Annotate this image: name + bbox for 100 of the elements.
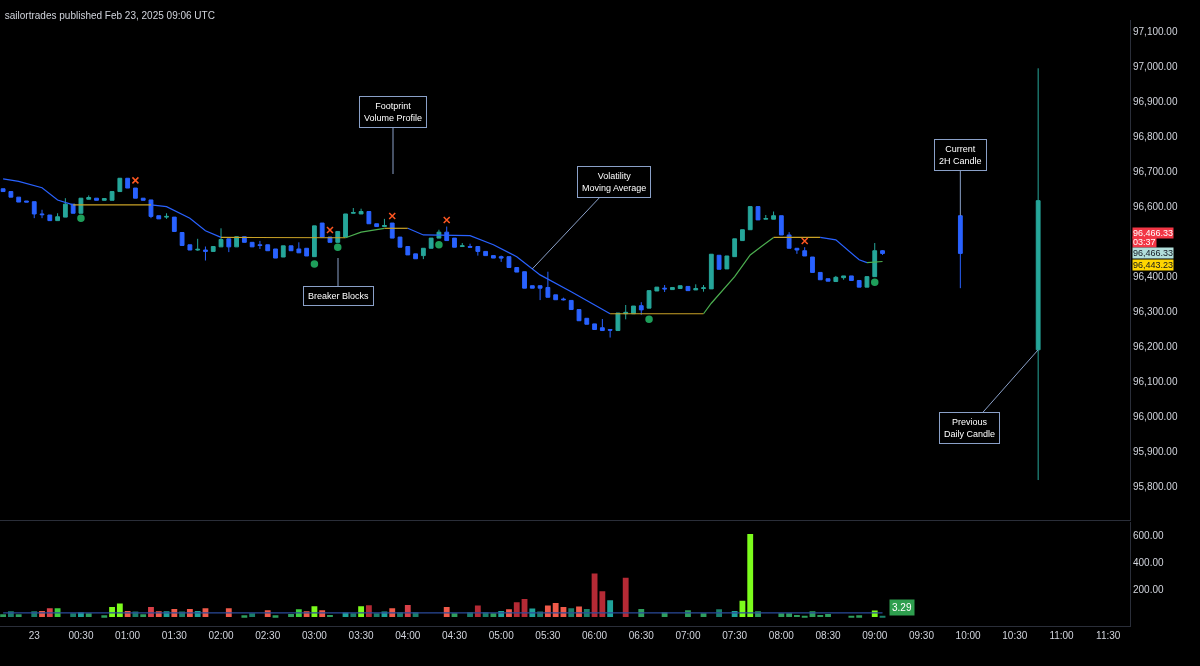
candlestick	[420, 247, 426, 260]
candlestick	[841, 275, 847, 281]
candlestick	[740, 229, 745, 242]
point	[645, 315, 653, 324]
candlestick	[413, 253, 418, 260]
candlestick	[638, 301, 644, 316]
candlestick	[350, 207, 356, 214]
candlestick	[288, 245, 294, 252]
candlestick	[296, 241, 302, 254]
candlestick	[607, 328, 613, 339]
bar	[817, 614, 824, 617]
x-tick-label: 10:30	[1002, 630, 1028, 641]
candlestick	[389, 222, 395, 239]
candlestick	[763, 214, 769, 220]
candlestick	[101, 198, 107, 201]
candlestick	[522, 271, 527, 289]
annotation: 3.29	[892, 602, 912, 613]
bar	[599, 591, 606, 617]
candlestick	[358, 208, 364, 215]
annotation: Current 2H Candle	[939, 144, 982, 166]
y-tick-label: 96,800.00	[1133, 131, 1178, 143]
x-tick-label: 09:30	[908, 630, 935, 641]
x-tick-label: 03:00	[301, 630, 328, 641]
bar	[622, 577, 629, 617]
chart-title: sailortrades published Feb 23, 2025 09:06 UTC	[4, 10, 215, 21]
x-tick-label: 04:30	[441, 630, 468, 641]
candlestick	[545, 271, 551, 298]
text: 03:37	[1133, 237, 1156, 247]
candlestick	[257, 240, 263, 250]
bar	[0, 614, 7, 617]
candlestick	[701, 284, 706, 293]
candlestick	[164, 212, 169, 220]
candlestick	[615, 312, 621, 332]
y-tick-label: 97,100.00	[1133, 26, 1178, 38]
candlestick	[475, 246, 481, 257]
text: 96,443.23	[1133, 260, 1174, 270]
candlestick	[47, 214, 53, 222]
candlestick	[374, 223, 380, 228]
candlestick	[483, 250, 489, 257]
text: 96,466.33	[1133, 248, 1174, 258]
point	[334, 243, 342, 251]
text: 96,466.33	[1133, 228, 1174, 238]
candlestick	[498, 255, 504, 263]
annotation: Volatility Moving Average	[582, 171, 647, 193]
x-tick-label: 08:00	[768, 630, 795, 641]
candlestick	[226, 238, 232, 253]
candlestick	[833, 275, 839, 283]
x-tick-label: 11:30	[1096, 630, 1121, 641]
candlestick	[576, 309, 582, 322]
candlestick	[273, 248, 278, 259]
candlestick	[654, 286, 660, 292]
bar	[825, 613, 831, 617]
x-tick-label: 07:30	[722, 630, 748, 641]
y-tick-label: 96,900.00	[1133, 96, 1178, 108]
candlestick	[491, 255, 496, 259]
candlestick	[459, 242, 465, 248]
x-tick-label: 02:00	[208, 630, 234, 641]
y-tick-label: 95,800.00	[1133, 481, 1178, 493]
candlestick	[856, 279, 862, 288]
candlestick	[86, 194, 92, 200]
candlestick	[825, 278, 831, 282]
x-tick-label: 06:30	[628, 630, 655, 641]
candlestick	[16, 196, 22, 203]
candlestick	[133, 187, 138, 199]
candlestick	[55, 212, 60, 222]
candlestick	[452, 237, 457, 248]
candlestick	[382, 218, 387, 228]
x-tick-label: 02:30	[255, 630, 281, 641]
bar	[848, 615, 855, 618]
y-tick-label: 200.00	[1133, 584, 1165, 596]
candlestick	[817, 271, 823, 281]
bar	[101, 615, 108, 618]
point	[77, 214, 85, 222]
x-tick-label: 07:00	[675, 630, 701, 641]
candlestick	[312, 225, 317, 258]
candlestick	[1035, 67, 1041, 481]
candlestick	[195, 238, 201, 252]
candlestick	[171, 216, 177, 232]
candlestick	[405, 246, 411, 256]
candlestick	[94, 197, 99, 201]
x-tick-label: 01:30	[161, 630, 188, 641]
bar	[747, 534, 754, 617]
candlestick	[848, 275, 854, 281]
bar	[856, 615, 863, 618]
y-tick-label: 96,300.00	[1133, 306, 1178, 318]
candlestick	[156, 215, 162, 220]
point	[870, 278, 879, 286]
x-tick-label: 23	[28, 630, 41, 641]
candlestick	[786, 231, 792, 249]
y-tick-label: 96,600.00	[1133, 201, 1178, 213]
candlestick	[506, 256, 512, 269]
y-tick-label: 96,700.00	[1133, 166, 1178, 178]
annotation: Footprint Volume Profile	[364, 101, 423, 123]
line-series	[819, 236, 868, 264]
line-series	[702, 236, 775, 315]
y-tick-label: 600.00	[1133, 530, 1165, 542]
x-tick-label: 06:00	[582, 630, 608, 641]
candlestick	[592, 323, 597, 330]
candlestick	[234, 236, 239, 248]
candlestick	[335, 230, 341, 243]
